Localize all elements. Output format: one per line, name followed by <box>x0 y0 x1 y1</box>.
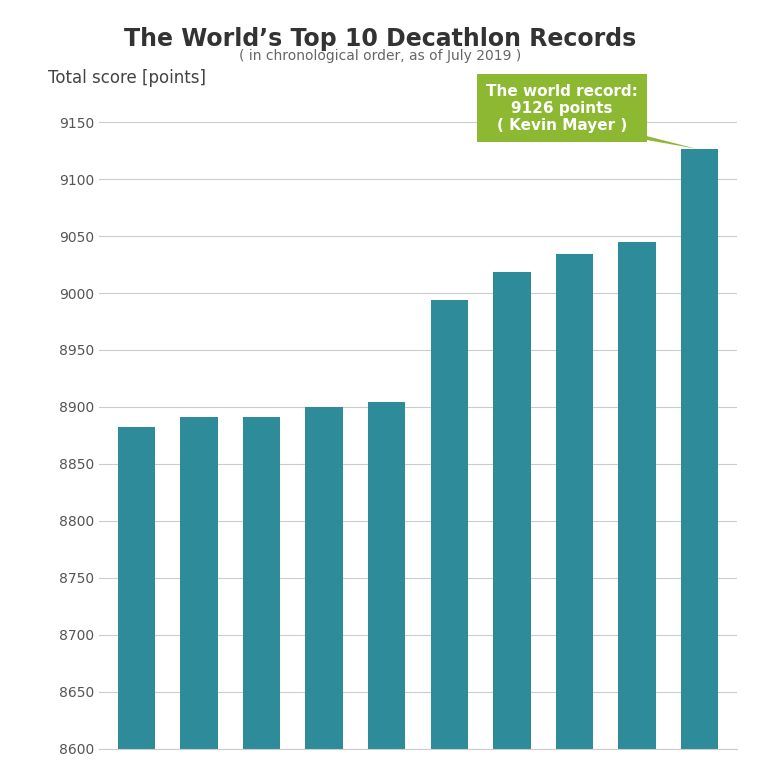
Text: ( in chronological order, as of July 2019 ): ( in chronological order, as of July 201… <box>239 49 521 63</box>
Text: The world record:
9126 points
( Kevin Mayer ): The world record: 9126 points ( Kevin Ma… <box>486 83 638 133</box>
Bar <box>368 402 406 780</box>
Text: Total score [points]: Total score [points] <box>48 69 206 87</box>
Bar <box>306 407 343 780</box>
Bar <box>556 254 594 780</box>
Bar <box>118 427 155 780</box>
Bar <box>619 242 656 780</box>
Bar <box>681 150 718 780</box>
Bar <box>180 417 217 780</box>
Bar <box>242 417 280 780</box>
Bar <box>430 300 468 780</box>
Text: The World’s Top 10 Decathlon Records: The World’s Top 10 Decathlon Records <box>124 27 636 51</box>
Bar <box>493 272 530 780</box>
